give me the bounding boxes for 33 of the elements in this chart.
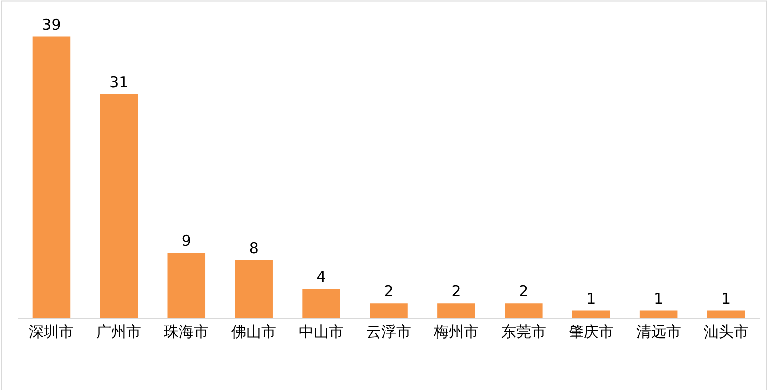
x-tick-label: 东莞市 bbox=[501, 323, 546, 341]
bar bbox=[438, 304, 476, 318]
data-label: 2 bbox=[452, 282, 462, 301]
data-label: 4 bbox=[316, 268, 326, 286]
x-tick-label: 广州市 bbox=[96, 323, 142, 341]
data-label: 31 bbox=[110, 73, 129, 92]
bar bbox=[505, 304, 543, 318]
bar bbox=[640, 310, 678, 318]
x-tick-label: 汕头市 bbox=[704, 323, 749, 341]
x-tick-label: 肇庆市 bbox=[568, 323, 614, 341]
data-label: 1 bbox=[654, 290, 664, 308]
x-tick-label: 佛山市 bbox=[232, 323, 277, 341]
bar bbox=[302, 289, 340, 318]
data-label: 39 bbox=[42, 16, 62, 34]
data-label: 9 bbox=[182, 232, 192, 250]
bar bbox=[370, 304, 408, 318]
bar bbox=[572, 310, 610, 318]
bar bbox=[707, 310, 746, 318]
x-tick-label: 梅州市 bbox=[432, 323, 479, 341]
x-tick-label: 珠海市 bbox=[164, 323, 210, 341]
data-label: 2 bbox=[519, 282, 529, 301]
x-tick-label: 深圳市 bbox=[29, 323, 74, 341]
data-label: 2 bbox=[384, 282, 394, 301]
bar bbox=[235, 260, 273, 318]
bar bbox=[32, 36, 71, 318]
bar bbox=[100, 94, 138, 318]
data-label: 8 bbox=[249, 239, 259, 258]
bar bbox=[168, 253, 206, 318]
data-label: 1 bbox=[586, 290, 596, 308]
x-tick-label: 云浮市 bbox=[366, 323, 412, 341]
x-tick-label: 清远市 bbox=[636, 323, 682, 341]
x-tick-label: 中山市 bbox=[299, 323, 344, 341]
data-label: 1 bbox=[722, 290, 732, 308]
